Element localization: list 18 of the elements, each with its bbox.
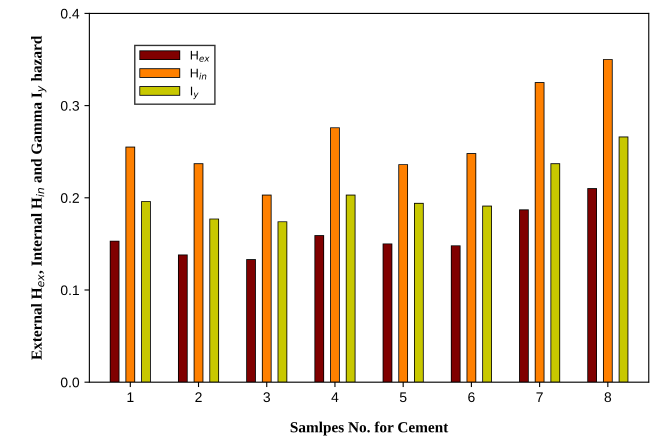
x-tick-label: 3 — [263, 392, 270, 402]
legend-label: H$_{in}$ — [190, 68, 206, 80]
y-tick-label: 0.3 — [60, 100, 80, 111]
x-tick-label: 5 — [400, 392, 406, 402]
y-tick-label: 0.2 — [60, 193, 79, 203]
legend-label: H$_{ex}$ — [190, 50, 210, 62]
y-tick-label: 0.1 — [60, 285, 79, 296]
x-axis-title: Samlpes No. for Cement — [290, 422, 448, 436]
x-tick-label: 8 — [604, 392, 612, 402]
y-tick-label: 0.4 — [60, 8, 80, 19]
x-tick-label: 2 — [195, 392, 202, 402]
x-tick-label: 1 — [128, 392, 134, 402]
y-axis-title: External H$_{ex}$, Internal H$_{in}$ and Gamma I$_{y}$ hazard — [31, 36, 46, 360]
legend-label: I$_{y}$ — [190, 86, 199, 100]
x-tick-label: 4 — [331, 392, 338, 402]
y-tick-label: 0.0 — [60, 378, 80, 388]
x-tick-label: 6 — [468, 392, 475, 402]
x-tick-label: 7 — [536, 392, 543, 402]
